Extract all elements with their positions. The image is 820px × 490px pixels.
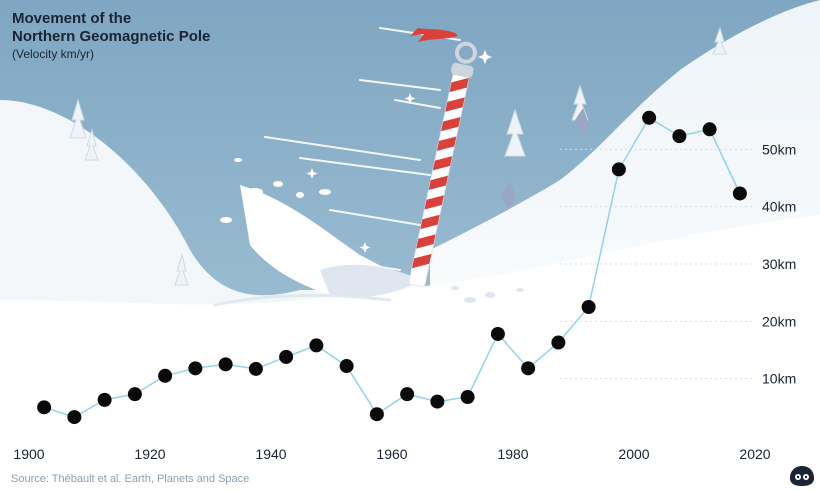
snow-splash: [213, 158, 524, 307]
x-tick-label: 2020: [739, 446, 770, 462]
y-tick-label: 20km: [762, 313, 796, 329]
data-point-13: [430, 394, 445, 409]
data-point-21: [672, 129, 687, 144]
chart-subtitle: (Velocity km/yr): [12, 47, 95, 61]
data-point-18: [581, 300, 596, 314]
chart-title-line1: Movement of the: [12, 10, 132, 27]
data-point-2: [97, 392, 112, 407]
x-tick-label: 1940: [255, 446, 286, 462]
x-tick-label: 1980: [497, 446, 528, 462]
y-axis-ticks: 10km 20km 30km 40km 50km: [762, 141, 796, 386]
x-tick-label: 1960: [376, 446, 407, 462]
x-tick-label: 2000: [618, 446, 649, 462]
data-point-15: [490, 326, 505, 341]
data-point-17: [551, 335, 566, 350]
north-pole-marker: [408, 28, 477, 288]
data-point-9: [309, 338, 324, 353]
data-point-16: [521, 361, 536, 376]
publisher-logo-icon: [790, 466, 814, 486]
y-tick-label: 40km: [762, 199, 796, 215]
data-point-1: [67, 410, 82, 425]
sparkles: [306, 50, 492, 253]
data-point-20: [642, 110, 657, 125]
foreground-snow: [0, 215, 820, 490]
data-point-0: [37, 400, 52, 415]
x-tick-label: 1900: [13, 446, 44, 462]
data-point-7: [248, 361, 263, 376]
data-point-23: [732, 186, 747, 201]
data-point-11: [369, 407, 384, 422]
snowy-trees: [69, 26, 727, 286]
source-note: Source: Thébault et al. Earth, Planets a…: [11, 473, 250, 485]
data-point-10: [339, 359, 354, 374]
chart-title-line2: Northern Geomagnetic Pole: [12, 28, 211, 45]
data-point-22: [702, 122, 717, 137]
y-tick-label: 50km: [762, 141, 796, 157]
chart-title-block: Movement of the Northern Geomagnetic Pol…: [12, 10, 210, 62]
y-tick-label: 30km: [762, 256, 796, 272]
x-tick-label: 1920: [134, 446, 165, 462]
data-point-8: [279, 349, 294, 364]
data-point-5: [188, 361, 203, 376]
data-point-3: [127, 387, 142, 402]
data-point-12: [400, 387, 415, 402]
data-point-6: [218, 357, 233, 372]
data-point-19: [611, 162, 626, 177]
data-points: [37, 110, 747, 425]
shadow-rocks: [500, 108, 589, 209]
x-axis-ticks: 1900 1920 1940 1960 1980 2000 2020: [13, 446, 770, 462]
data-point-4: [158, 368, 173, 383]
data-point-14: [460, 390, 475, 405]
y-tick-label: 10km: [762, 371, 796, 387]
